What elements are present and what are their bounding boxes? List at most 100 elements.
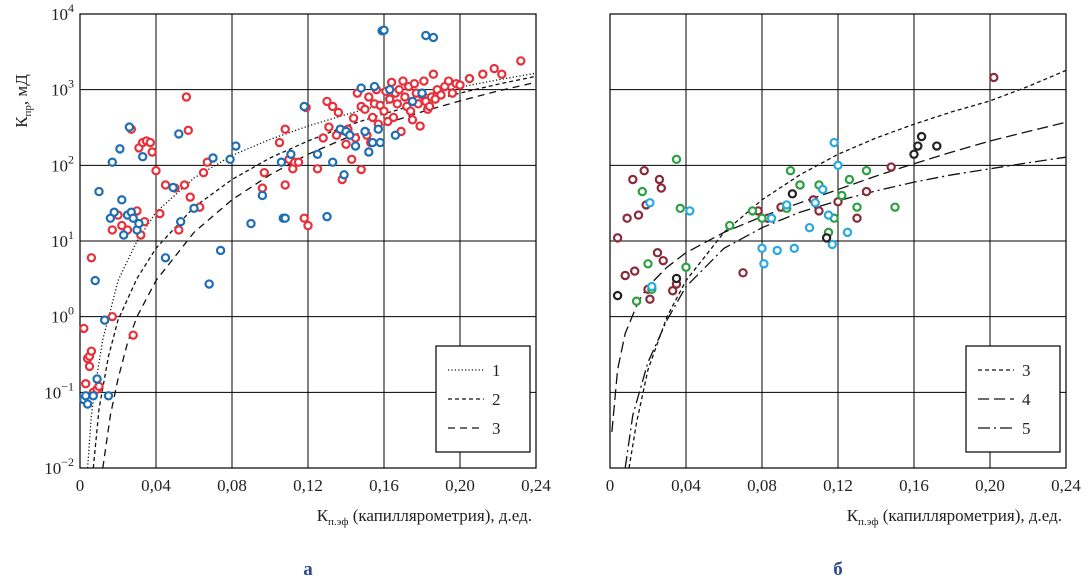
data-point [174, 225, 184, 235]
data-point [109, 207, 119, 217]
data-point [322, 211, 332, 222]
data-point [821, 233, 832, 243]
data-point [409, 78, 420, 89]
data-point [367, 137, 378, 148]
data-point [333, 107, 344, 118]
data-point [246, 218, 256, 229]
data-point [725, 220, 735, 231]
y-tick-label: 104 [51, 1, 74, 24]
data-point [94, 381, 104, 392]
data-point [671, 154, 682, 165]
x-tick-label: 0,04 [671, 476, 701, 495]
data-point [328, 101, 338, 112]
data-point [852, 202, 862, 212]
data-point [421, 30, 431, 41]
data-point [671, 273, 682, 284]
data-point [909, 149, 919, 159]
data-point [208, 153, 218, 163]
series-1 [79, 25, 439, 409]
data-point [645, 198, 655, 208]
data-point [356, 164, 366, 175]
data-point [818, 184, 828, 195]
data-point [394, 84, 404, 95]
data-point [633, 210, 644, 220]
data-point [367, 112, 378, 123]
data-point [145, 137, 155, 148]
x-tick-label: 0,12 [823, 476, 853, 495]
data-point [341, 139, 351, 149]
data-point [225, 154, 235, 165]
data-point [785, 165, 796, 176]
data-point [675, 203, 686, 214]
data-point [833, 160, 843, 171]
data-point [299, 213, 309, 223]
curves [611, 69, 1066, 468]
data-point [339, 170, 349, 180]
data-point [90, 275, 100, 286]
x-tick-label: 0,20 [445, 476, 475, 495]
data-point [658, 255, 668, 266]
x-tick-label: 0 [76, 476, 85, 495]
data-point [118, 230, 129, 240]
data-point [932, 141, 942, 151]
data-point [350, 141, 361, 151]
data-point [103, 391, 114, 401]
data-point [428, 32, 439, 43]
legend: 3 4 5 [965, 345, 1061, 453]
data-point [328, 157, 338, 167]
x-tick-label: 0,20 [975, 476, 1005, 495]
data-point [185, 192, 195, 202]
data-point [916, 131, 927, 142]
data-point [647, 281, 657, 292]
data-point [852, 213, 862, 223]
data-point [189, 203, 199, 214]
data-point [160, 253, 171, 263]
data-point [842, 227, 853, 238]
panel-b: 0 0,04 0,08 0,12 0,16 0,20 0,24 Кп.эф (капилляр… [606, 13, 1081, 580]
y-tick-label: 101 [51, 228, 74, 251]
data-point [639, 165, 649, 176]
x-tick-label: 0 [606, 476, 615, 495]
data-point [128, 330, 138, 340]
data-point [92, 374, 102, 384]
data-point [789, 243, 800, 254]
data-point [303, 220, 313, 231]
data-point [107, 157, 118, 167]
data-point [99, 315, 110, 325]
data-point [637, 186, 648, 197]
x-axis-title: Кп.эф (капиллярометрия), д.ед. [317, 506, 532, 528]
data-point [782, 200, 792, 210]
data-point [280, 124, 290, 134]
plot-frame [609, 13, 1067, 469]
y-tick-label: 103 [51, 77, 74, 100]
x-tick-label: 0,16 [899, 476, 929, 495]
x-tick-label: 0,04 [141, 476, 171, 495]
data-point [299, 101, 309, 112]
legend-label: 4 [1022, 390, 1031, 409]
data-point [379, 25, 389, 35]
legend-label: 1 [492, 361, 501, 380]
data-point [787, 189, 798, 199]
data-point [823, 210, 834, 220]
data-point [810, 198, 820, 208]
data-point [115, 144, 125, 154]
data-point [419, 76, 429, 86]
y-tick-label: 10−1 [44, 379, 74, 402]
data-point [86, 253, 97, 263]
legend-label: 5 [1022, 419, 1031, 438]
data-point [890, 202, 900, 212]
data-point [772, 245, 782, 256]
data-point [388, 112, 399, 123]
data-point [747, 206, 758, 216]
data-point [155, 208, 165, 219]
data-point [84, 361, 95, 372]
data-point [386, 77, 397, 88]
series-2 [645, 137, 853, 292]
data-point [356, 83, 366, 93]
data-point [79, 323, 89, 334]
data-point [630, 266, 640, 276]
data-point [151, 165, 161, 176]
data-point [324, 122, 334, 132]
data-point [360, 126, 370, 137]
